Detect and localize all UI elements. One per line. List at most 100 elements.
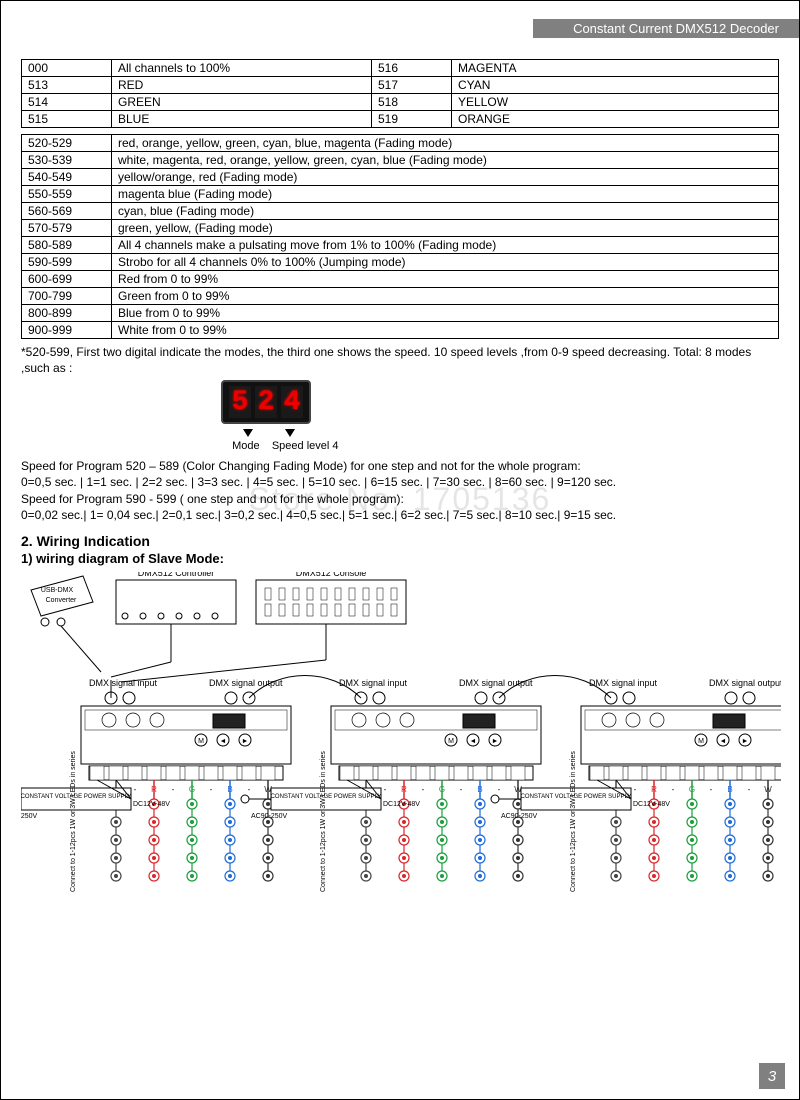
code-cell: 560-569 [22, 203, 112, 220]
svg-text:-: - [498, 785, 501, 794]
speed-line1: Speed for Program 520 – 589 (Color Chang… [21, 458, 779, 474]
table-row: 900-999 White from 0 to 99% [22, 322, 779, 339]
svg-text:◄: ◄ [470, 738, 477, 745]
mode-table: 520-529 red, orange, yellow, green, cyan… [21, 134, 779, 339]
code-cell: 519 [372, 111, 452, 128]
svg-text:Converter: Converter [46, 597, 77, 604]
svg-text:DMX signal output: DMX signal output [709, 678, 781, 688]
code-cell: 590-599 [22, 254, 112, 271]
svg-text:►: ► [492, 738, 499, 745]
page-number: 3 [759, 1063, 785, 1089]
desc-cell: All channels to 100% [112, 60, 372, 77]
display-labels: Mode Speed level 4 [221, 428, 779, 452]
speed-line4: 0=0,02 sec.| 1= 0,04 sec.| 2=0,1 sec.| 3… [21, 507, 779, 523]
code-cell: 520-529 [22, 135, 112, 152]
mode-note: *520-599, First two digital indicate the… [21, 345, 779, 376]
svg-text:-: - [672, 785, 675, 794]
code-cell: 800-899 [22, 305, 112, 322]
header-title: Constant Current DMX512 Decoder [573, 21, 779, 36]
table-row: 600-699 Red from 0 to 99% [22, 271, 779, 288]
desc-cell: green, yellow, (Fading mode) [112, 220, 779, 237]
svg-text:-: - [134, 785, 137, 794]
svg-text:DMX signal output: DMX signal output [209, 678, 283, 688]
desc-cell: Strobo for all 4 channels 0% to 100% (Ju… [112, 254, 779, 271]
svg-text:-: - [422, 785, 425, 794]
svg-text:►: ► [742, 738, 749, 745]
digit-3: 4 [281, 386, 303, 418]
code-cell: 700-799 [22, 288, 112, 305]
mode-label: Mode [232, 440, 260, 452]
desc-cell: RED [112, 77, 372, 94]
svg-text:-: - [748, 785, 751, 794]
code-cell: 516 [372, 60, 452, 77]
table-row: 520-529 red, orange, yellow, green, cyan… [22, 135, 779, 152]
svg-text:◄: ◄ [720, 738, 727, 745]
svg-text:-: - [210, 785, 213, 794]
desc-cell: Red from 0 to 99% [112, 271, 779, 288]
table-row: 530-539 white, magenta, red, orange, yel… [22, 152, 779, 169]
seven-seg-display: 5 2 4 [221, 380, 311, 424]
svg-text:-: - [634, 785, 637, 794]
svg-text:DC12V-48V: DC12V-48V [383, 801, 420, 808]
svg-text:DC12V-48V: DC12V-48V [133, 801, 170, 808]
code-cell: 515 [22, 111, 112, 128]
svg-text:-: - [248, 785, 251, 794]
svg-text:AC90-250V: AC90-250V [21, 813, 38, 820]
speed-line2: 0=0,5 sec. | 1=1 sec. | 2=2 sec. | 3=3 s… [21, 474, 779, 490]
svg-text:Connect to 1-12pcs 1W or 3W LE: Connect to 1-12pcs 1W or 3W LEDs in seri… [320, 751, 327, 892]
desc-cell: GREEN [112, 94, 372, 111]
desc-cell: white, magenta, red, orange, yellow, gre… [112, 152, 779, 169]
svg-text:-: - [460, 785, 463, 794]
code-cell: 000 [22, 60, 112, 77]
table-row: 700-799 Green from 0 to 99% [22, 288, 779, 305]
code-cell: 900-999 [22, 322, 112, 339]
arrow-icon [285, 429, 295, 437]
svg-text:DMX512 Console: DMX512 Console [296, 572, 367, 578]
section-2-sub: 1) wiring diagram of Slave Mode: [21, 551, 779, 566]
desc-cell: All 4 channels make a pulsating move fro… [112, 237, 779, 254]
svg-text:DMX signal input: DMX signal input [89, 678, 158, 688]
svg-text:-: - [172, 785, 175, 794]
code-cell: 550-559 [22, 186, 112, 203]
code-cell: 540-549 [22, 169, 112, 186]
page-header: Constant Current DMX512 Decoder [533, 19, 799, 38]
arrow-icon [243, 429, 253, 437]
svg-text:DMX signal input: DMX signal input [339, 678, 408, 688]
table-row: 514 GREEN 518 YELLOW [22, 94, 779, 111]
desc-cell: red, orange, yellow, green, cyan, blue, … [112, 135, 779, 152]
desc-cell: Blue from 0 to 99% [112, 305, 779, 322]
code-cell: 530-539 [22, 152, 112, 169]
svg-text:M: M [698, 738, 704, 745]
code-cell: 513 [22, 77, 112, 94]
wiring-diagram: USB-DMXConverterDMX512 ControllerDMX512 … [21, 572, 779, 952]
table-row: 570-579 green, yellow, (Fading mode) [22, 220, 779, 237]
desc-cell: Green from 0 to 99% [112, 288, 779, 305]
speed-label: Speed level 4 [272, 440, 339, 452]
color-code-table-1: 000 All channels to 100% 516 MAGENTA513 … [21, 59, 779, 128]
desc-cell: ORANGE [452, 111, 779, 128]
svg-text:-: - [710, 785, 713, 794]
code-cell: 580-589 [22, 237, 112, 254]
speed-notes: Speed for Program 520 – 589 (Color Chang… [21, 458, 779, 523]
table-row: 590-599 Strobo for all 4 channels 0% to … [22, 254, 779, 271]
svg-text:DMX signal input: DMX signal input [589, 678, 658, 688]
table-row: 560-569 cyan, blue (Fading mode) [22, 203, 779, 220]
table-row: 580-589 All 4 channels make a pulsating … [22, 237, 779, 254]
svg-text:►: ► [242, 738, 249, 745]
svg-text:M: M [198, 738, 204, 745]
svg-text:Connect to 1-12pcs 1W or 3W LE: Connect to 1-12pcs 1W or 3W LEDs in seri… [570, 751, 577, 892]
desc-cell: cyan, blue (Fading mode) [112, 203, 779, 220]
code-cell: 517 [372, 77, 452, 94]
svg-text:USB-DMX: USB-DMX [41, 587, 74, 594]
svg-text:◄: ◄ [220, 738, 227, 745]
speed-line3: Speed for Program 590 - 599 ( one step a… [21, 491, 779, 507]
code-cell: 570-579 [22, 220, 112, 237]
table-row: 800-899 Blue from 0 to 99% [22, 305, 779, 322]
digit-2: 2 [255, 386, 277, 418]
desc-cell: White from 0 to 99% [112, 322, 779, 339]
desc-cell: magenta blue (Fading mode) [112, 186, 779, 203]
digit-1: 5 [229, 386, 251, 418]
svg-text:AC90-250V: AC90-250V [501, 813, 538, 820]
svg-text:DC12V-48V: DC12V-48V [633, 801, 670, 808]
desc-cell: yellow/orange, red (Fading mode) [112, 169, 779, 186]
